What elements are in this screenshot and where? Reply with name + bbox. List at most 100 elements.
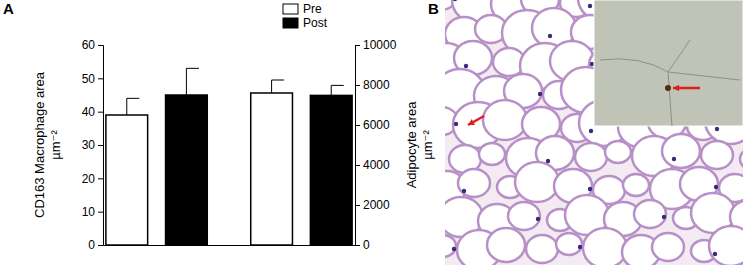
legend-label: Post [303,16,328,30]
tick: 4000 [355,158,390,172]
error-cap [331,85,344,86]
legend-swatch [283,4,298,14]
arrow [468,116,484,125]
legend: PrePost [283,2,328,30]
legend-label: Pre [303,2,322,16]
nucleus [672,157,676,161]
tick-mark [355,125,360,126]
nucleus [588,4,592,8]
tick: 10000 [355,38,397,52]
tick: 0 [355,238,370,252]
y2-axis-title: Adipocyte area [404,101,419,188]
tick-mark [355,205,360,206]
tick-label: 50 [82,72,96,86]
adipocyte [483,100,527,140]
nucleus [462,189,466,193]
tick-label: 0 [88,238,95,252]
tick: 6000 [355,118,390,132]
x-axis [104,245,356,247]
arrow-head [673,85,679,92]
tick-label: 40 [82,105,96,119]
error-line [331,85,332,95]
inset-macrophage [665,85,671,91]
adipocyte [515,162,559,202]
bar [310,95,352,245]
micrograph [424,0,743,265]
tick-mark [98,112,103,113]
tick: 2000 [355,198,390,212]
inset-membrane [600,40,740,126]
nucleus [578,245,582,249]
y-axis-title: µm⁻² [48,130,63,160]
adipocyte [701,141,733,169]
nucleus [454,122,458,126]
axis-line [356,46,361,246]
y-axis: 0 10 20 30 40 50 60 [82,38,104,252]
tick-mark [98,45,103,46]
bar [251,93,293,245]
tick-label: 10 [82,205,96,219]
tick-mark [98,245,103,246]
figure: A 0 10 20 30 40 50 60 0 2000 4000 6000 8000 10000 CD16… [0,0,743,265]
adipocyte [556,233,582,255]
tick-mark [355,85,360,86]
nucleus [464,64,468,68]
tick-label: 6000 [363,118,390,132]
nucleus [546,159,550,163]
nucleus [713,252,717,256]
nucleus [715,127,719,131]
error-cap [186,68,199,69]
y-axis-title: CD163 Macrophage area [32,71,47,218]
tick-label: 20 [82,172,96,186]
tick-mark [355,245,360,246]
panel-label: A [3,0,14,17]
tick-label: 60 [82,38,96,52]
tick: 0 [88,238,103,252]
adipocyte [479,143,505,165]
error-cap [127,98,140,99]
axis-line [98,46,104,246]
nucleus [588,187,592,191]
inset-bg [594,0,743,126]
tick: 8000 [355,78,390,92]
tick-label: 0 [363,238,370,252]
adipocyte [662,134,700,168]
error-bar [127,98,140,115]
error-line [271,80,272,93]
nucleus [548,34,552,38]
adipocyte [575,143,607,171]
inset [594,0,743,126]
error-line [186,68,187,95]
plot-area [106,68,352,245]
adipocyte [652,233,684,261]
tick: 30 [82,138,103,152]
adipocyte [740,148,743,170]
adipocyte [583,228,627,265]
tick: 10 [82,205,103,219]
nucleus [536,217,540,221]
y2-axis: 0 2000 4000 6000 8000 10000 [355,38,397,252]
bar [166,95,208,245]
adipocyte [526,235,558,263]
nucleus [538,92,542,96]
tick-label: 2000 [363,198,390,212]
tick: 20 [82,172,103,186]
tick-mark [98,212,103,213]
tick-label: 30 [82,138,96,152]
adipocyte [487,228,525,262]
tick-label: 4000 [363,158,390,172]
adipocyte [445,235,456,257]
tick-mark [98,145,103,146]
y2-axis-title: µm⁻² [420,130,435,160]
error-line [126,98,127,115]
adipocyte [623,174,649,196]
tick-label: 8000 [363,78,390,92]
tick: 50 [82,72,103,86]
axis-line [104,245,356,246]
adipocyte [605,141,631,163]
tick: 40 [82,105,103,119]
error-bar [186,68,199,95]
tick: 60 [82,38,103,52]
nucleus [589,129,593,133]
micrograph-bg [445,0,743,265]
